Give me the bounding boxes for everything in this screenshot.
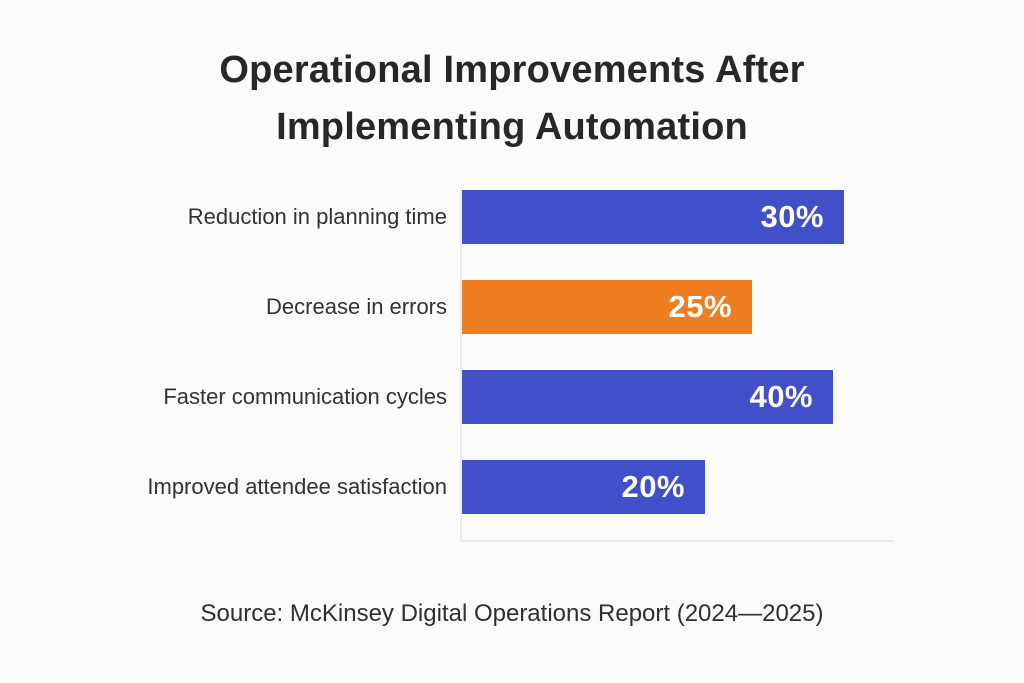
chart-title: Operational Improvements After Implement… [0, 42, 1024, 156]
category-label: Improved attendee satisfaction [147, 474, 447, 499]
category-label: Reduction in planning time [187, 204, 447, 229]
category-label: Decrease in errors [266, 294, 447, 319]
bar-value-label: 30% [760, 199, 824, 234]
y-axis-line [460, 188, 462, 542]
bar-row-satisfaction: Improved attendee satisfaction 20% [0, 460, 1024, 514]
chart-title-line2: Implementing Automation [276, 106, 748, 148]
bar-communication: 40% [462, 370, 833, 424]
bar-value-label: 20% [621, 469, 685, 504]
bar-satisfaction: 20% [462, 460, 705, 514]
source-attribution: Source: McKinsey Digital Operations Repo… [200, 600, 824, 627]
bar-value-label: 25% [668, 289, 732, 324]
bar-errors: 25% [462, 280, 752, 334]
bar-row-planning-time: Reduction in planning time 30% [0, 190, 1024, 244]
bar-planning-time: 30% [462, 190, 844, 244]
bar-row-communication: Faster communication cycles 40% [0, 370, 1024, 424]
chart-title-line1: Operational Improvements After [219, 49, 805, 91]
bar-row-errors: Decrease in errors 25% [0, 280, 1024, 334]
bar-rows: Reduction in planning time 30% Decrease … [0, 190, 1024, 550]
x-axis-baseline [460, 540, 894, 542]
category-label: Faster communication cycles [163, 384, 447, 409]
bar-value-label: 40% [749, 379, 813, 414]
